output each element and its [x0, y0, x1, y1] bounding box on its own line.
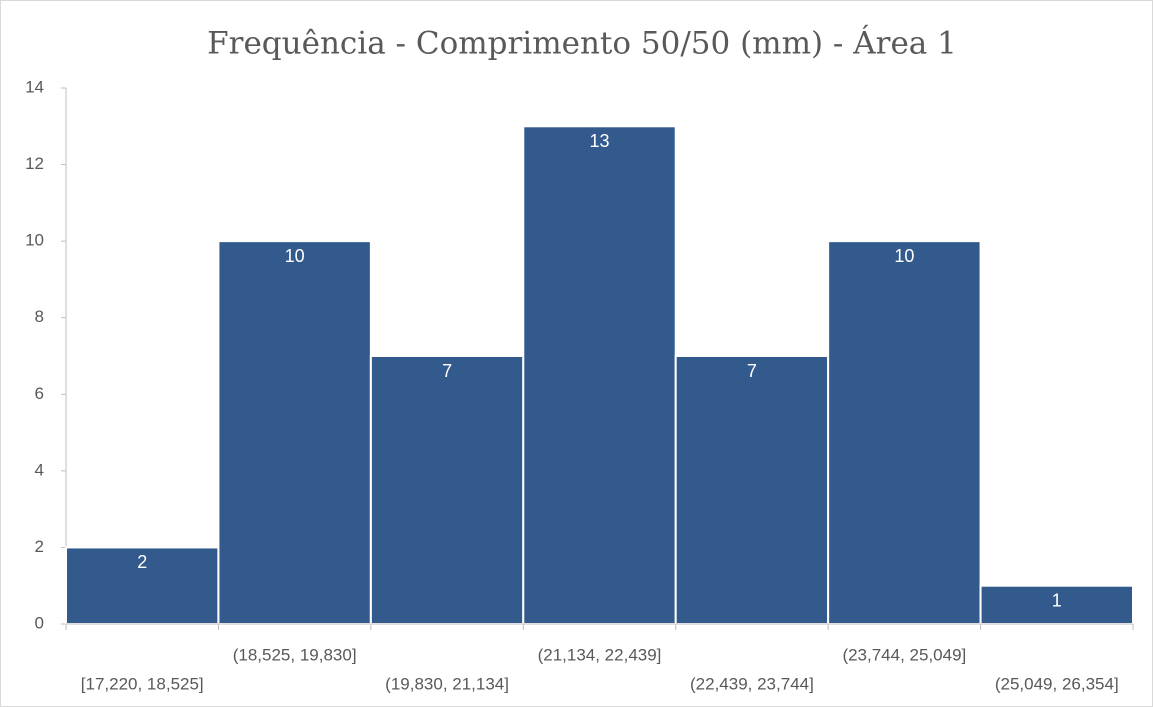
- chart-title: Frequência - Comprimento 50/50 (mm) - Ár…: [207, 24, 957, 62]
- y-tick-label: 0: [35, 613, 44, 632]
- y-tick-label: 12: [25, 154, 44, 173]
- x-tick-label: (22,439, 23,744]: [690, 674, 814, 693]
- y-tick-label: 8: [35, 307, 44, 326]
- x-tick-label: [17,220, 18,525]: [81, 674, 204, 693]
- x-tick-label: (19,830, 21,134]: [385, 674, 509, 693]
- value-label: 1: [1052, 590, 1062, 610]
- y-tick-label: 14: [25, 77, 44, 96]
- y-tick-label: 2: [35, 537, 44, 556]
- x-tick-label: (21,134, 22,439]: [538, 645, 662, 664]
- bar: [217, 240, 372, 625]
- value-label: 10: [285, 246, 305, 266]
- value-label: 10: [894, 246, 914, 266]
- value-label: 7: [442, 361, 452, 381]
- value-label: 2: [137, 552, 147, 572]
- y-tick-label: 10: [25, 231, 44, 250]
- y-tick-label: 6: [35, 384, 44, 403]
- bar: [522, 125, 677, 626]
- bar: [827, 240, 982, 625]
- bar: [369, 355, 525, 625]
- x-tick-label: (25,049, 26,354]: [995, 674, 1119, 693]
- x-tick-label: (18,525, 19,830]: [233, 645, 357, 664]
- bar: [674, 355, 830, 625]
- value-label: 7: [747, 361, 757, 381]
- x-tick-label: (23,744, 25,049]: [842, 645, 966, 664]
- y-tick-label: 4: [35, 460, 44, 479]
- value-label: 13: [589, 131, 609, 151]
